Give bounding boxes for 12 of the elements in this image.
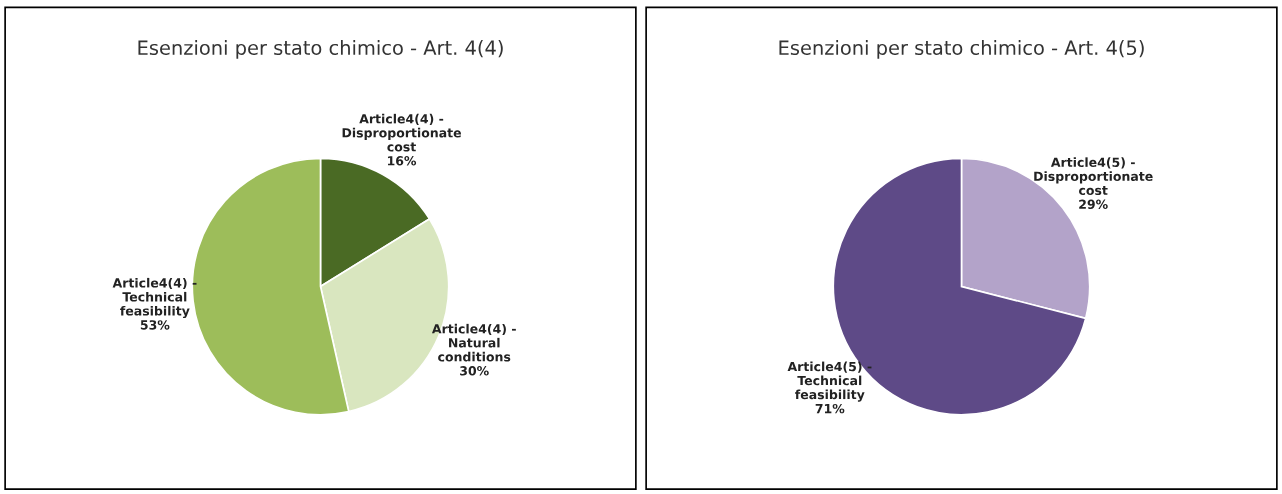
slice-label: Article4(5) - Technical feasibility: [787, 361, 872, 402]
slice-label: Article4(4) - Technical feasibility: [112, 277, 197, 319]
data-label: 53%: [140, 320, 170, 330]
data-label: 16%: [387, 156, 417, 166]
slice-label: Article4(5) - Disproportionate cost: [1034, 157, 1153, 195]
data-label: 71%: [815, 403, 845, 414]
data-label: 29%: [1079, 199, 1108, 209]
slice-label: Article4(4) - Disproportionate cost: [342, 113, 461, 152]
data-label: 30%: [460, 366, 489, 376]
chart-title: Esenzioni per stato chimico - Art. 4(5): [779, 39, 1144, 59]
slice-label: Article4(4) - Natural conditions: [431, 323, 516, 362]
chart-title: Esenzioni per stato chimico - Art. 4(4): [138, 39, 503, 59]
